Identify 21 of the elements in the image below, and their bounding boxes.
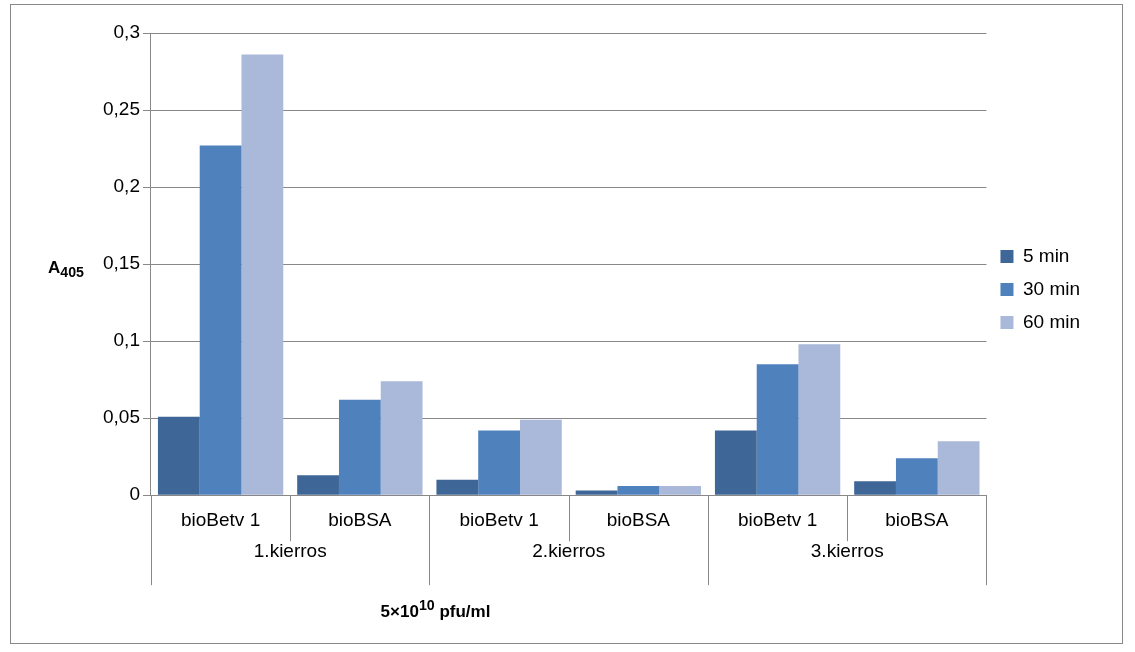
x-tick-label: bioBetv 1 [459, 508, 539, 530]
x-tick-label: bioBetv 1 [737, 508, 818, 530]
x-tick-label: bioBSA [328, 508, 392, 530]
y-tick-label: 0,3 [113, 21, 140, 43]
x-axis-title: 5×10$^{10}$ pfu/ml [380, 597, 491, 621]
y-tick-label: 0,2 [113, 175, 140, 197]
legend-label: 60 min [1022, 310, 1080, 332]
legend-label: 5 min [1022, 244, 1070, 266]
text: 2.kierros [532, 540, 606, 562]
x-tick-label: bioBSA [885, 508, 949, 530]
y-tick-label: 0 [129, 483, 140, 505]
y-tick-label: 0,05 [103, 406, 140, 428]
y-tick-label: 0,1 [113, 329, 140, 351]
legend-label: 30 min [1022, 277, 1080, 299]
x-tick-label: bioBSA [606, 508, 671, 530]
text: 1.kierros [253, 540, 327, 562]
y-tick-label: 0,25 [103, 98, 140, 120]
x-tick-label: bioBetv 1 [180, 508, 261, 530]
y-tick-label: 0,15 [103, 252, 140, 274]
text: 3.kierros [810, 540, 884, 562]
y-axis-title: A$_{405}$ [48, 258, 84, 281]
